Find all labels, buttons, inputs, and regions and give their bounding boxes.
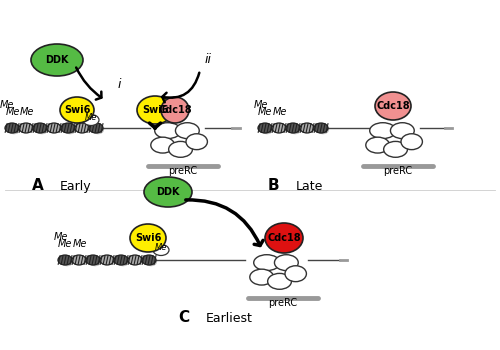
- Text: Late: Late: [296, 180, 324, 193]
- Text: preRC: preRC: [168, 166, 198, 176]
- Ellipse shape: [286, 123, 300, 133]
- Ellipse shape: [47, 123, 61, 133]
- Ellipse shape: [285, 266, 306, 282]
- Ellipse shape: [151, 137, 174, 153]
- Ellipse shape: [61, 258, 73, 266]
- Ellipse shape: [128, 255, 142, 265]
- Ellipse shape: [168, 141, 192, 157]
- Text: Cdc18: Cdc18: [158, 105, 192, 115]
- Ellipse shape: [390, 123, 414, 139]
- Ellipse shape: [31, 44, 83, 76]
- Text: Me: Me: [273, 107, 287, 117]
- Ellipse shape: [161, 97, 189, 123]
- Text: preRC: preRC: [268, 298, 298, 308]
- Ellipse shape: [317, 126, 329, 134]
- Text: Me: Me: [58, 239, 72, 249]
- Ellipse shape: [19, 123, 33, 133]
- Ellipse shape: [258, 123, 272, 133]
- Ellipse shape: [154, 123, 181, 139]
- Ellipse shape: [89, 123, 103, 133]
- Ellipse shape: [300, 123, 314, 133]
- Ellipse shape: [145, 258, 157, 266]
- Ellipse shape: [142, 255, 156, 265]
- Ellipse shape: [130, 224, 166, 252]
- Text: Swi6: Swi6: [142, 105, 168, 115]
- Ellipse shape: [261, 126, 273, 134]
- Text: Me: Me: [6, 107, 20, 117]
- Text: DDK: DDK: [45, 55, 69, 65]
- Text: Earliest: Earliest: [206, 312, 253, 325]
- Ellipse shape: [75, 123, 89, 133]
- Ellipse shape: [153, 245, 169, 256]
- Text: preRC: preRC: [384, 166, 412, 176]
- Ellipse shape: [144, 177, 192, 207]
- Ellipse shape: [272, 123, 286, 133]
- Ellipse shape: [401, 134, 422, 150]
- Ellipse shape: [314, 123, 328, 133]
- Text: C: C: [178, 310, 189, 325]
- Ellipse shape: [289, 126, 301, 134]
- Ellipse shape: [92, 126, 104, 134]
- Text: i: i: [118, 78, 122, 91]
- Ellipse shape: [33, 123, 47, 133]
- Text: Me: Me: [54, 232, 68, 242]
- Text: Me: Me: [0, 100, 14, 110]
- Text: Me: Me: [155, 243, 167, 252]
- Text: Me: Me: [20, 107, 34, 117]
- Ellipse shape: [370, 123, 396, 139]
- Text: Early: Early: [60, 180, 92, 193]
- Text: Me: Me: [258, 107, 272, 117]
- Ellipse shape: [60, 97, 94, 123]
- Ellipse shape: [100, 255, 114, 265]
- Ellipse shape: [61, 123, 75, 133]
- Ellipse shape: [83, 114, 99, 126]
- Ellipse shape: [58, 255, 72, 265]
- Text: Swi6: Swi6: [64, 105, 90, 115]
- Ellipse shape: [384, 141, 407, 157]
- Ellipse shape: [5, 123, 19, 133]
- Text: Me: Me: [254, 100, 268, 110]
- Ellipse shape: [250, 269, 274, 285]
- Ellipse shape: [186, 134, 208, 150]
- Ellipse shape: [8, 126, 20, 134]
- Ellipse shape: [176, 123, 199, 139]
- Text: Cdc18: Cdc18: [267, 233, 301, 243]
- Ellipse shape: [86, 255, 100, 265]
- Text: Swi6: Swi6: [135, 233, 161, 243]
- Text: B: B: [268, 178, 280, 193]
- Ellipse shape: [89, 258, 101, 266]
- Ellipse shape: [114, 255, 128, 265]
- Text: DDK: DDK: [156, 187, 180, 197]
- Ellipse shape: [265, 223, 303, 253]
- Ellipse shape: [268, 273, 291, 289]
- Ellipse shape: [274, 255, 298, 271]
- Ellipse shape: [117, 258, 129, 266]
- Ellipse shape: [137, 96, 173, 124]
- Ellipse shape: [64, 126, 76, 134]
- Ellipse shape: [366, 137, 390, 153]
- Ellipse shape: [375, 92, 411, 120]
- Text: A: A: [32, 178, 44, 193]
- Ellipse shape: [72, 255, 86, 265]
- Text: Me: Me: [73, 239, 87, 249]
- Text: ii: ii: [205, 53, 212, 66]
- Text: Me: Me: [85, 113, 97, 122]
- Ellipse shape: [254, 255, 280, 271]
- Ellipse shape: [36, 126, 48, 134]
- Text: Cdc18: Cdc18: [376, 101, 410, 111]
